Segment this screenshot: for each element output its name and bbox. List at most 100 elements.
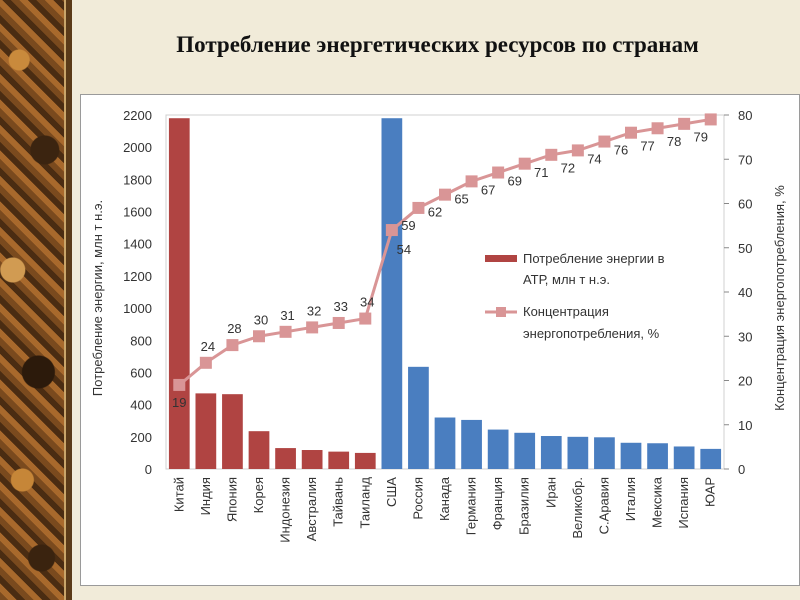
- bar-Франция: [487, 429, 509, 469]
- y2-tick-label: 0: [738, 462, 745, 477]
- legend-bar-label-line1: Потребление энергии в: [523, 251, 665, 266]
- bar-Россия: [408, 366, 429, 469]
- bar-Италия: [620, 442, 642, 469]
- x-tick-label-Корея: Корея: [251, 477, 266, 513]
- x-tick-label-С.Аравия: С.Аравия: [596, 477, 611, 534]
- bar-Иран: [540, 436, 562, 469]
- x-tick-label-Испания: Испания: [676, 477, 691, 529]
- y-tick-label: 1200: [123, 269, 152, 284]
- y-axis-title: Потребление энергии, млн т н.э.: [90, 200, 105, 396]
- x-tick-label-Италия: Италия: [623, 477, 638, 521]
- x-tick-label-Таиланд: Таиланд: [357, 477, 372, 529]
- point-Франция: [492, 166, 505, 179]
- x-tick-label-Мексика: Мексика: [650, 476, 665, 528]
- bar-Германия: [461, 419, 482, 469]
- bar-Индонезия: [275, 448, 296, 469]
- point-Бразилия: [518, 157, 531, 170]
- x-tick-label-Россия: Россия: [410, 477, 425, 520]
- y-tick-label: 200: [130, 430, 152, 445]
- bar-Великобр.: [567, 436, 589, 469]
- point-Индия: [199, 356, 212, 369]
- point-label-Бразилия: 69: [507, 174, 521, 189]
- y2-tick-label: 80: [738, 108, 752, 123]
- x-tick-label-Бразилия: Бразилия: [517, 477, 532, 535]
- point-label-Китай: 19: [172, 395, 186, 410]
- bar-Испания: [673, 446, 695, 469]
- point-Япония: [226, 339, 239, 352]
- point-label-Тайвань: 33: [333, 299, 347, 314]
- bar-США: [381, 118, 403, 469]
- point-label-Испания: 78: [667, 134, 681, 149]
- legend-bar-swatch: [485, 255, 517, 262]
- point-label-Таиланд: 34: [360, 295, 374, 310]
- point-Канада: [439, 188, 451, 201]
- point-label-Россия: 59: [401, 218, 415, 233]
- x-tick-label-Иран: Иран: [543, 477, 558, 508]
- line-series: 19 24 28 30 31 32 33 34 54 59 62 65 67 69 71 72 74 76 77 78…: [172, 113, 717, 410]
- bar-Бразилия: [514, 432, 536, 469]
- plot-frame: [165, 114, 725, 470]
- bar-Мексика: [647, 443, 668, 469]
- x-tick-label-Тайвань: Тайвань: [331, 477, 346, 527]
- point-label-Мексика: 77: [640, 138, 654, 153]
- point-Великобр.: [571, 144, 584, 157]
- legend-bar-label-line2: АТР, млн т н.э.: [523, 272, 610, 287]
- x-tick-label-США: США: [384, 477, 399, 507]
- point-label-Индонезия: 31: [280, 308, 294, 323]
- point-Россия: [412, 201, 425, 214]
- point-label-Канада: 62: [428, 205, 442, 220]
- point-Тайвань: [332, 316, 345, 329]
- decorative-side-strip: [0, 0, 64, 600]
- bar-С.Аравия: [594, 437, 615, 469]
- point-Италия: [625, 126, 637, 139]
- x-tick-label-Япония: Япония: [224, 477, 239, 522]
- bar-Тайвань: [328, 451, 350, 469]
- point-label-Австралия: 32: [307, 303, 321, 318]
- point-Германия: [465, 175, 478, 188]
- point-С.Аравия: [598, 135, 611, 148]
- point-label-США: 54: [397, 242, 411, 257]
- y-tick-label: 2000: [123, 140, 152, 155]
- bar-series: [168, 118, 722, 469]
- y-tick-label: 1800: [123, 172, 152, 187]
- x-tick-label-Индонезия: Индонезия: [278, 477, 293, 543]
- chart-frame: [165, 114, 725, 470]
- x-tick-label-Великобр.: Великобр.: [570, 477, 585, 539]
- point-label-Великобр.: 72: [561, 160, 575, 175]
- bar-ЮАР: [700, 448, 722, 469]
- point-label-Индия: 24: [201, 339, 215, 354]
- point-Китай: [173, 378, 186, 391]
- point-label-Франция: 67: [481, 183, 495, 198]
- point-США: [385, 224, 398, 237]
- point-Корея: [253, 330, 265, 343]
- bar-Канада: [434, 417, 456, 469]
- y-tick-label: 600: [130, 365, 152, 380]
- y2-tick-label: 10: [738, 418, 752, 433]
- point-label-ЮАР: 79: [693, 129, 707, 144]
- legend-line-label-line2: энергопотребления, %: [523, 326, 660, 341]
- point-Мексика: [651, 122, 664, 135]
- y-tick-label: 1000: [123, 301, 152, 316]
- y2-tick-label: 50: [738, 241, 752, 256]
- y-tick-label: 2200: [123, 108, 152, 123]
- decorative-side-line: [64, 0, 72, 600]
- y-tick-label: 1600: [123, 205, 152, 220]
- legend-line-label-line1: Концентрация: [523, 304, 609, 319]
- x-tick-label-ЮАР: ЮАР: [703, 477, 718, 507]
- bar-Таиланд: [354, 452, 376, 469]
- y-tick-label: 0: [145, 462, 152, 477]
- y2-tick-label: 30: [738, 329, 752, 344]
- point-label-Иран: 71: [534, 165, 548, 180]
- y-tick-label: 1400: [123, 237, 152, 252]
- point-ЮАР: [704, 113, 717, 126]
- bar-Индия: [195, 393, 217, 469]
- x-tick-label-Австралия: Австралия: [304, 477, 319, 541]
- y2-tick-label: 70: [738, 152, 752, 167]
- x-tick-label-Канада: Канада: [437, 476, 452, 521]
- y-tick-label: 400: [130, 398, 152, 413]
- y2-tick-label: 60: [738, 197, 752, 212]
- chart-area: 19 24 28 30 31 32 33 34 54 59 62 65 67 69 71 72 74 76 77 78…: [80, 94, 800, 586]
- point-label-С.Аравия: 74: [587, 152, 601, 167]
- point-Австралия: [306, 321, 319, 334]
- bar-Австралия: [301, 450, 323, 469]
